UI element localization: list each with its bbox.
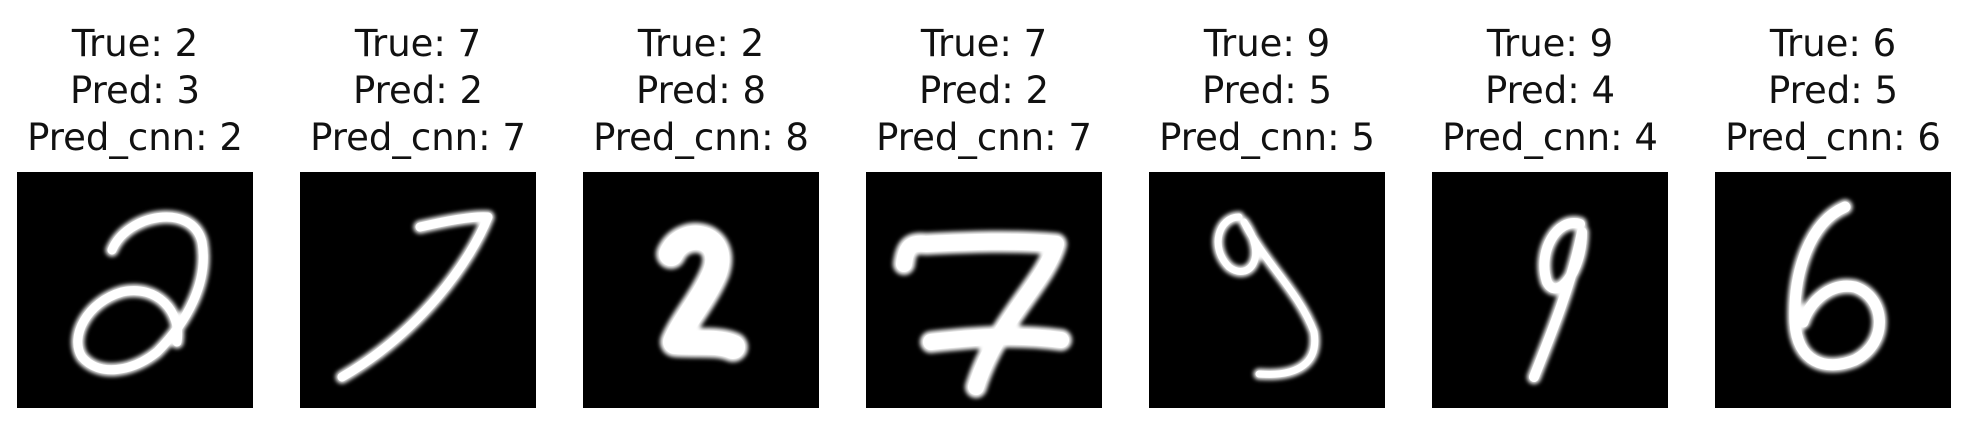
panel-7: True: 6 Pred: 5 Pred_cnn: 6 — [1715, 0, 1951, 410]
pred-cnn-label: Pred_cnn: 2 — [27, 116, 243, 159]
pred-label: Pred: 8 — [635, 69, 767, 112]
caption: True: 2 Pred: 3 Pred_cnn: 2 — [0, 20, 283, 161]
panel-2: True: 7 Pred: 2 Pred_cnn: 7 — [300, 0, 536, 410]
panel-5: True: 9 Pred: 5 Pred_cnn: 5 — [1149, 0, 1385, 410]
pred-cnn-label: Pred_cnn: 6 — [1725, 116, 1941, 159]
true-label: True: 6 — [1769, 22, 1897, 65]
caption: True: 2 Pred: 8 Pred_cnn: 8 — [553, 20, 849, 161]
handwritten-digit-7-icon — [893, 230, 1072, 398]
true-label: True: 7 — [920, 22, 1048, 65]
pred-cnn-label: Pred_cnn: 4 — [1442, 116, 1658, 159]
pred-label: Pred: 5 — [1767, 69, 1899, 112]
digit-image — [300, 172, 536, 408]
pred-label: Pred: 4 — [1484, 69, 1616, 112]
handwritten-digit-2-icon — [656, 222, 748, 362]
panel-3: True: 2 Pred: 8 Pred_cnn: 8 — [583, 0, 819, 410]
pred-label: Pred: 2 — [352, 69, 484, 112]
handwritten-digit-2-icon — [71, 210, 210, 377]
handwritten-digit-9-icon — [1212, 211, 1321, 380]
digit-image — [1432, 172, 1668, 408]
caption: True: 7 Pred: 2 Pred_cnn: 7 — [836, 20, 1132, 161]
caption: True: 6 Pred: 5 Pred_cnn: 6 — [1685, 20, 1974, 161]
caption: True: 7 Pred: 2 Pred_cnn: 7 — [270, 20, 566, 161]
pred-label: Pred: 5 — [1201, 69, 1333, 112]
digit-image — [583, 172, 819, 408]
caption: True: 9 Pred: 4 Pred_cnn: 4 — [1402, 20, 1698, 161]
digit-image — [866, 172, 1102, 408]
pred-cnn-label: Pred_cnn: 7 — [876, 116, 1092, 159]
panel-6: True: 9 Pred: 4 Pred_cnn: 4 — [1432, 0, 1668, 410]
handwritten-digit-7-icon — [335, 210, 495, 384]
panel-4: True: 7 Pred: 2 Pred_cnn: 7 — [866, 0, 1102, 410]
digit-image — [17, 172, 253, 408]
pred-cnn-label: Pred_cnn: 5 — [1159, 116, 1375, 159]
handwritten-digit-9-icon — [1527, 216, 1589, 384]
digit-image — [1715, 172, 1951, 408]
caption: True: 9 Pred: 5 Pred_cnn: 5 — [1119, 20, 1415, 161]
pred-label: Pred: 3 — [69, 69, 201, 112]
digit-image — [1149, 172, 1385, 408]
panel-1: True: 2 Pred: 3 Pred_cnn: 2 — [17, 0, 253, 410]
true-label: True: 7 — [354, 22, 482, 65]
true-label: True: 9 — [1486, 22, 1614, 65]
true-label: True: 2 — [71, 22, 199, 65]
true-label: True: 9 — [1203, 22, 1331, 65]
true-label: True: 2 — [637, 22, 765, 65]
handwritten-digit-6-icon — [1787, 199, 1887, 373]
pred-label: Pred: 2 — [918, 69, 1050, 112]
pred-cnn-label: Pred_cnn: 7 — [310, 116, 526, 159]
pred-cnn-label: Pred_cnn: 8 — [593, 116, 809, 159]
